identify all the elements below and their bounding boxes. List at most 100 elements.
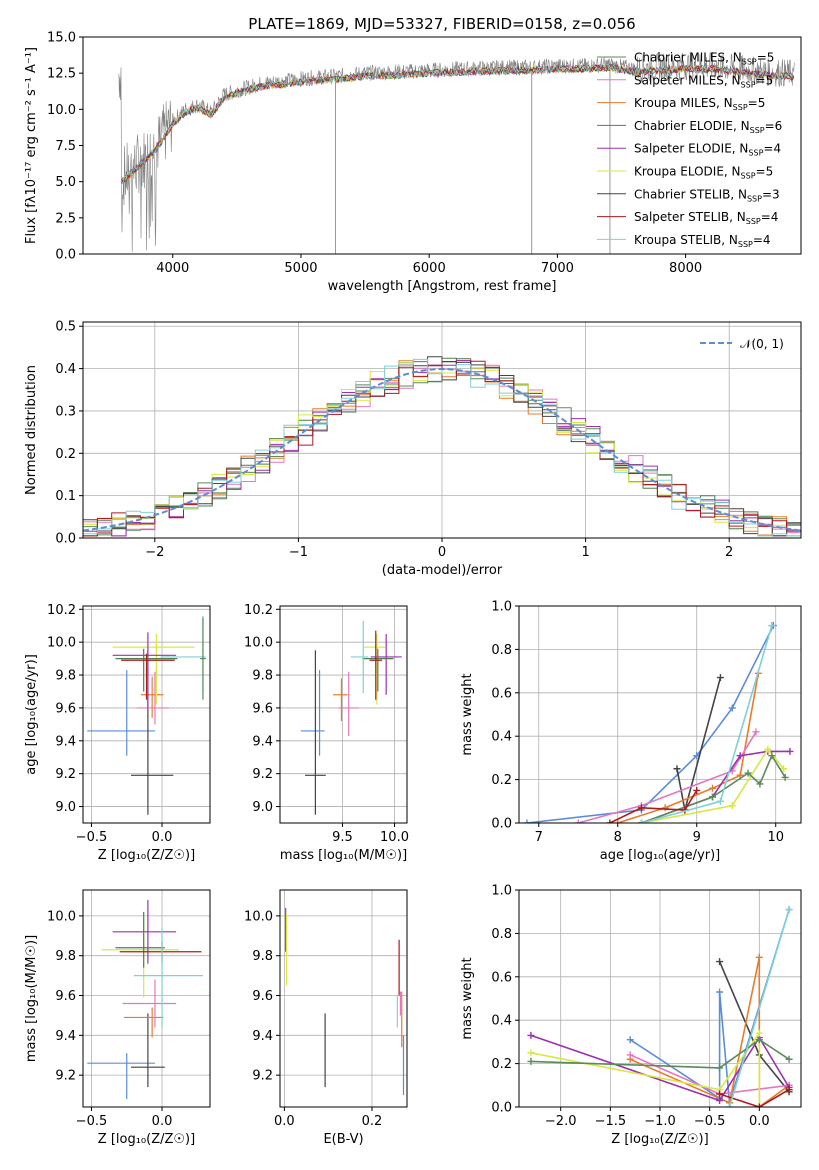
y-axis-label: mass weight	[460, 957, 475, 1039]
y-tick-label: 0.6	[491, 686, 512, 701]
x-axis-label: E(B-V)	[323, 1132, 363, 1147]
y-tick-label: 9.4	[252, 734, 273, 749]
x-tick-label: 4000	[156, 261, 189, 276]
errorbar-point	[121, 653, 175, 700]
errorbar-point	[350, 620, 369, 694]
errorbar-point	[160, 615, 206, 694]
mass-weight-line	[530, 1038, 790, 1069]
residual-histogram	[83, 360, 801, 537]
legend-label: Chabrier STELIB, NSSP=3	[634, 187, 780, 203]
y-tick-label: 5.0	[55, 175, 76, 190]
mass-weight-line	[577, 731, 757, 823]
errorbar-point	[338, 671, 360, 736]
mass-weight-marker	[606, 819, 614, 823]
y-tick-label: 10.0	[47, 103, 76, 118]
x-axis-label: wavelength [Angstrom, rest frame]	[328, 279, 557, 294]
panel-massweight-vs-age: 7 8 9 10 0.0 0.2 0.4 0.6 0.8 1.0 age [log₁₀(age/yr…	[460, 600, 802, 863]
x-tick-label: 5000	[284, 261, 317, 276]
y-axis-label: Normed distribution	[24, 365, 39, 495]
plot-area	[527, 906, 793, 1107]
mass-weight-line	[609, 790, 698, 823]
x-tick-label: 8000	[669, 261, 702, 276]
errorbar-point	[200, 617, 206, 700]
plot-area	[87, 615, 206, 815]
plot-area	[87, 899, 203, 1100]
mass-weight-marker	[527, 1031, 535, 1039]
mass-weight-marker	[755, 1029, 763, 1037]
panel-age-vs-Z: −0.5 0.0 9.0 9.2 9.4 9.6 9.8 10.0 10.2 Z [log₁₀(Z…	[24, 603, 211, 863]
mass-weight-marker	[755, 1103, 763, 1107]
mass-weight-marker	[637, 819, 645, 823]
errorbar-point	[304, 650, 326, 815]
y-tick-label: 9.2	[252, 767, 273, 782]
mass-weight-marker	[764, 745, 772, 753]
y-tick-label: 0.0	[491, 1101, 512, 1116]
residual-histogram	[83, 358, 801, 537]
mass-weight-marker	[716, 797, 724, 805]
x-tick-label: 0.0	[152, 1114, 173, 1129]
panel-residuals: −2 −1 0 1 2 0.0 0.1 0.2 0.3 0.4 0.5 (data-model)/er…	[24, 320, 802, 578]
y-tick-label: 9.8	[252, 669, 273, 684]
x-tick-label: −0.5	[76, 830, 108, 845]
y-tick-label: 9.6	[252, 989, 273, 1004]
mass-weight-marker	[716, 988, 724, 996]
y-tick-label: 12.5	[47, 67, 76, 82]
model-line	[121, 63, 795, 184]
y-tick-label: 0.0	[55, 248, 76, 263]
errorbar-point	[112, 632, 177, 708]
legend-label: Kroupa ELODIE, NSSP=5	[634, 165, 773, 181]
y-tick-label: 9.6	[55, 989, 76, 1004]
mass-weight-marker	[716, 674, 724, 682]
plot-area	[523, 622, 794, 823]
x-tick-label: −0.5	[694, 1114, 726, 1129]
x-axis-label: Z [log₁₀(Z/Z☉)]	[98, 1132, 195, 1147]
mass-weight-marker	[744, 769, 752, 777]
axes-frame	[279, 605, 408, 824]
x-axis-label: (data-model)/error	[382, 563, 503, 578]
x-axis-label: age [log₁₀(age/yr)]	[600, 848, 721, 863]
errorbar-point	[119, 941, 202, 962]
mass-weight-marker	[661, 804, 669, 812]
y-tick-label: 2.5	[55, 211, 76, 226]
mass-weight-marker	[781, 773, 789, 781]
y-tick-label: 0.4	[491, 1014, 512, 1029]
mass-weight-marker	[752, 728, 760, 736]
plot-area	[83, 356, 801, 537]
y-axis-label: age [log₁₀(age/yr)]	[24, 654, 39, 775]
y-tick-label: 9.0	[55, 800, 76, 815]
plot-area	[300, 620, 402, 815]
mass-weight-marker	[785, 1086, 793, 1094]
plot-area	[285, 907, 405, 1096]
mass-weight-marker	[728, 802, 736, 810]
model-line	[121, 63, 795, 184]
y-tick-label: 9.8	[55, 669, 76, 684]
mass-weight-marker	[785, 1055, 793, 1063]
y-tick-label: 9.8	[252, 949, 273, 964]
errorbar-point	[115, 911, 165, 968]
x-tick-label: 0	[438, 545, 446, 560]
mass-weight-marker	[716, 1090, 724, 1098]
legend-label: Salpeter STELIB, NSSP=4	[634, 210, 778, 226]
mass-weight-marker	[786, 747, 794, 755]
y-tick-label: 9.2	[252, 1069, 273, 1084]
mass-weight-marker	[527, 1049, 535, 1057]
mass-weight-marker	[756, 780, 764, 788]
x-tick-label: 2	[725, 545, 733, 560]
mass-weight-marker	[726, 1103, 734, 1107]
errorbar-point	[369, 630, 383, 700]
y-tick-label: 9.6	[252, 701, 273, 716]
x-tick-label: 9.5	[332, 830, 353, 845]
mass-weight-marker	[574, 819, 582, 823]
errorbar-point	[362, 648, 394, 692]
plot-area	[118, 51, 795, 254]
y-tick-label: 10.0	[47, 909, 76, 924]
errorbar-point	[122, 979, 177, 1028]
mass-weight-marker	[736, 752, 744, 760]
y-tick-label: 9.6	[55, 701, 76, 716]
legend-label: 𝒩(0, 1)	[740, 337, 784, 351]
panel-age-vs-mass: 9.5 10.0 9.0 9.2 9.4 9.6 9.8 10.0 10.2 mass [log₁…	[244, 603, 409, 863]
axes-frame	[82, 321, 802, 539]
axes-frame	[82, 605, 211, 824]
errorbar-point	[123, 1007, 164, 1038]
